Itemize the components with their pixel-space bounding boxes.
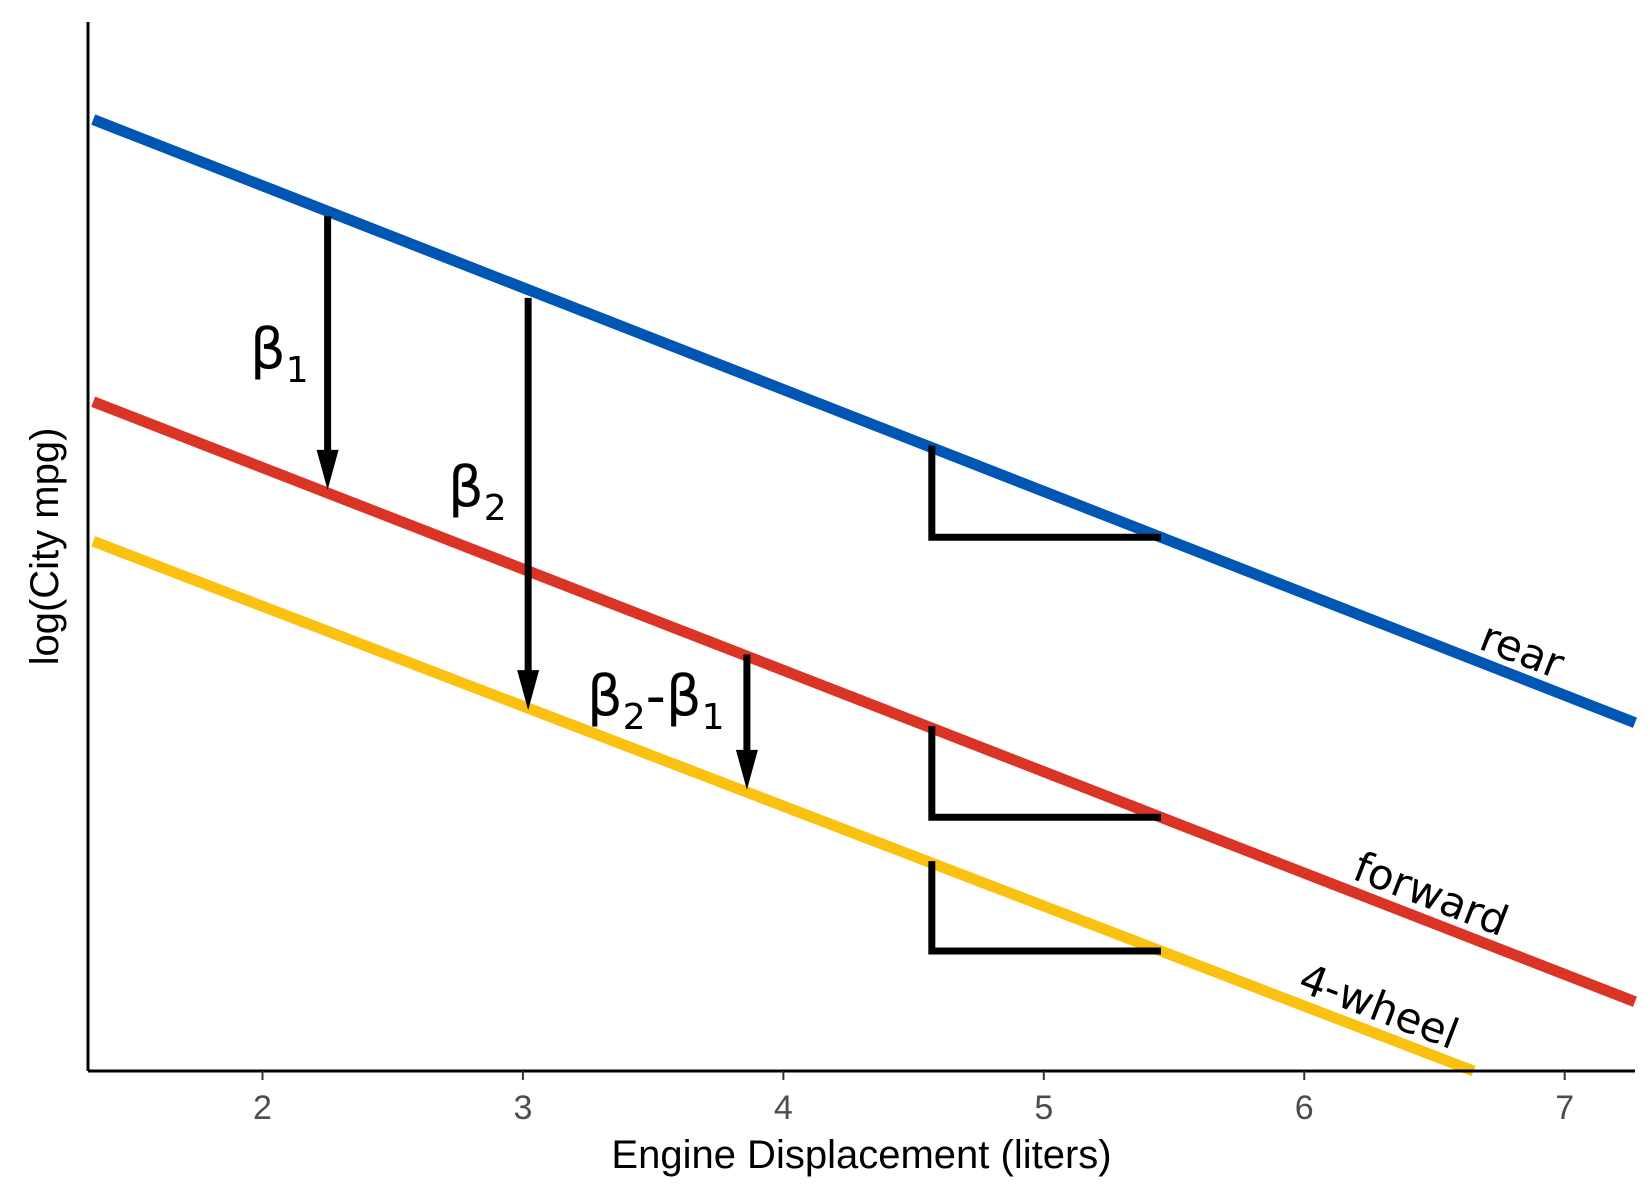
x-axis-title: Engine Displacement (liters) <box>611 1133 1111 1177</box>
beta-label-3: β2-β1 <box>587 664 725 738</box>
y-axis-title: log(City mpg) <box>23 428 67 666</box>
beta-subscript: 2 <box>484 488 507 529</box>
x-tick-label: 5 <box>1034 1089 1053 1127</box>
series-label-4-wheel: 4-wheel <box>1292 954 1465 1059</box>
minus-sign: - <box>646 664 666 729</box>
series-line-forward <box>91 396 1637 1007</box>
series-lines <box>91 114 1638 1077</box>
x-tick-label: 6 <box>1295 1089 1314 1127</box>
slope-triangles <box>928 445 1162 955</box>
series-line-4-wheel <box>91 536 1476 1077</box>
x-tick-label: 4 <box>774 1089 793 1127</box>
beta-label-2: β2 <box>448 455 507 529</box>
beta-symbol: β <box>250 317 286 382</box>
x-tick-label: 7 <box>1555 1089 1574 1127</box>
series-line-rear <box>91 114 1638 728</box>
arrow-head-1 <box>316 449 339 490</box>
series-label-forward: forward <box>1347 842 1515 946</box>
beta-symbol: β <box>587 664 623 729</box>
beta-label-1: β1 <box>250 317 309 391</box>
x-axis-ticks: 2 3 4 5 6 7 <box>253 1071 1574 1127</box>
x-tick-label: 2 <box>253 1089 272 1127</box>
slope-triangle-rear <box>928 445 1162 541</box>
difference-arrows <box>316 216 758 790</box>
beta-subscript: 1 <box>286 350 309 391</box>
arrow-head-3 <box>735 749 758 790</box>
slope-triangle-forward <box>928 726 1162 821</box>
slope-triangle-4-wheel <box>928 861 1162 955</box>
arrow-head-2 <box>517 670 540 711</box>
beta-subscript: 2 <box>623 697 646 738</box>
beta-subscript: 1 <box>702 697 725 738</box>
beta-symbol: β <box>666 664 702 729</box>
beta-symbol: β <box>448 455 484 520</box>
x-tick-label: 3 <box>513 1089 532 1127</box>
axes <box>86 22 1635 1073</box>
